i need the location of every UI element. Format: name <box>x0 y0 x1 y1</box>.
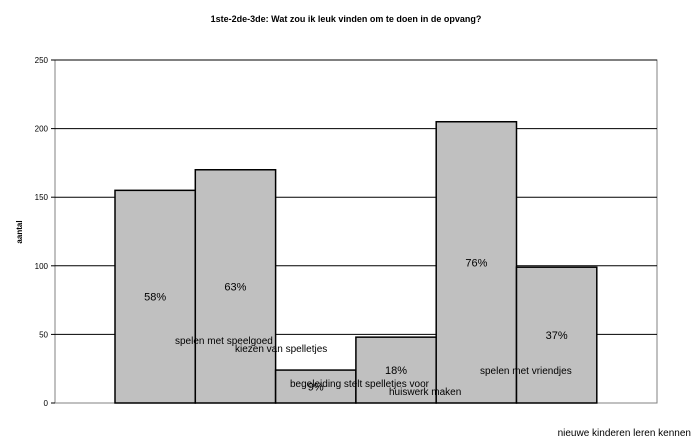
y-tick-label-250: 250 <box>35 56 49 65</box>
y-axis-ticks: 0 50 100 150 200 250 <box>35 56 55 408</box>
bar-5 <box>435 120 518 404</box>
bar-4 <box>355 336 437 404</box>
category-label-6: nieuwe kinderen leren kennen <box>558 428 691 439</box>
bar-label-2: 63% <box>224 281 246 293</box>
y-tick-label-150: 150 <box>35 193 49 202</box>
bar-6 <box>515 266 598 404</box>
bar-3 <box>274 369 357 404</box>
bar-1 <box>114 189 197 404</box>
category-label-5: spelen met vriendjes <box>480 366 572 377</box>
y-axis-label: aantal <box>15 220 24 243</box>
y-tick-label-50: 50 <box>39 330 48 339</box>
category-label-2: kiezen van spelletjes <box>235 344 327 355</box>
bar-labels: 58% 63% 9% 18% 76% 37% <box>144 257 568 393</box>
y-tick-label-0: 0 <box>44 399 49 408</box>
category-label-4: huiswerk maken <box>389 387 461 398</box>
bar-label-3: 9% <box>308 382 324 394</box>
bar-label-5: 76% <box>465 257 487 269</box>
bar-label-6: 37% <box>546 330 568 342</box>
bar-label-4: 18% <box>385 365 407 377</box>
chart-title: 1ste-2de-3de: Wat zou ik leuk vinden om … <box>211 14 482 24</box>
bar-2 <box>194 169 277 404</box>
bar-label-1: 58% <box>144 292 166 304</box>
bars <box>114 120 598 404</box>
category-label-1: spelen met speelgoed <box>175 336 273 347</box>
y-tick-label-200: 200 <box>35 125 49 134</box>
y-tick-label-100: 100 <box>35 262 49 271</box>
category-label-3: begeleiding stelt spelletjes voor <box>290 379 430 390</box>
